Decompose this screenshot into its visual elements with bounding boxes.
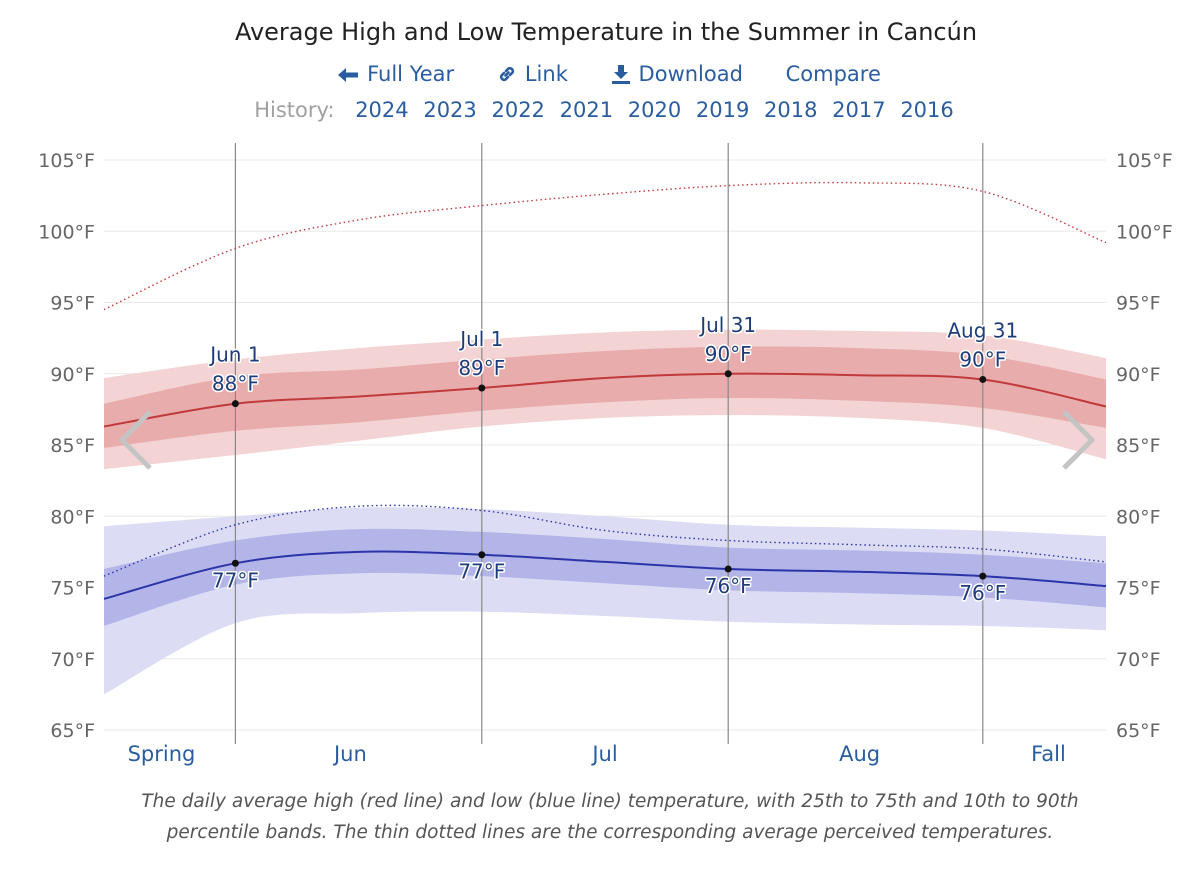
high-date-label-2: Jul 31 <box>698 313 756 337</box>
y-tick-right-95: 95°F <box>1116 293 1161 315</box>
link-icon <box>499 66 514 82</box>
history-year-2018[interactable]: 2018 <box>764 98 818 122</box>
x-label-aug: Aug <box>839 742 880 766</box>
history-year-2024[interactable]: 2024 <box>355 98 409 122</box>
high-marker-0 <box>231 400 239 408</box>
history-label: History: <box>254 98 335 122</box>
high-perceived-line <box>103 181 1107 311</box>
history-year-2022[interactable]: 2022 <box>491 98 545 122</box>
caption-line-1: The daily average high (red line) and lo… <box>141 791 1079 812</box>
low-value-label-2: 76°F <box>705 574 752 598</box>
high-date-label-3: Aug 31 <box>947 318 1018 342</box>
arrow-left-icon <box>338 68 359 82</box>
low-value-label-3: 76°F <box>959 581 1006 605</box>
x-label-fall: Fall <box>1031 742 1066 766</box>
y-tick-left-85: 85°F <box>50 435 95 457</box>
low-value-label-0: 77°F <box>212 568 259 592</box>
chevron-right-icon[interactable] <box>1058 408 1098 472</box>
full-year-label: Full Year <box>367 62 455 86</box>
y-tick-right-80: 80°F <box>1116 506 1161 528</box>
x-label-jun: Jun <box>332 742 367 766</box>
y-tick-right-105: 105°F <box>1116 150 1173 172</box>
high-value-label-0: 88°F <box>212 372 259 396</box>
y-tick-left-75: 75°F <box>50 578 95 600</box>
history-year-2020[interactable]: 2020 <box>627 98 682 122</box>
low-marker-2 <box>724 565 732 573</box>
y-tick-right-90: 90°F <box>1116 364 1161 386</box>
y-tick-left-105: 105°F <box>38 150 95 172</box>
chart-title: Average High and Low Temperature in the … <box>234 18 978 46</box>
low-marker-0 <box>231 559 239 567</box>
link-label: Link <box>524 62 568 86</box>
high-value-label-3: 90°F <box>959 347 1006 371</box>
caption-line-2: percentile bands. The thin dotted lines … <box>166 822 1054 843</box>
high-marker-1 <box>478 384 486 392</box>
chart-caption: The daily average high (red line) and lo… <box>60 786 1160 848</box>
history-bar: History: 2024 2023 2022 2021 2020 2019 2… <box>0 98 1200 122</box>
history-year-2023[interactable]: 2023 <box>423 98 477 122</box>
history-year-2016[interactable]: 2016 <box>900 98 954 122</box>
low-band-10-90 <box>104 507 1106 695</box>
y-tick-right-70: 70°F <box>1116 649 1161 671</box>
y-tick-right-100: 100°F <box>1116 221 1173 243</box>
high-marker-3 <box>979 375 987 383</box>
high-value-label-1: 89°F <box>458 356 505 380</box>
link-button[interactable]: Link <box>497 62 568 86</box>
history-year-2021[interactable]: 2021 <box>559 98 614 122</box>
download-button[interactable]: Download <box>611 62 743 86</box>
chevron-left-icon[interactable] <box>116 408 156 472</box>
y-tick-right-75: 75°F <box>1116 578 1161 600</box>
x-label-jul: Jul <box>590 742 617 766</box>
low-mean-line <box>103 550 1107 600</box>
high-mean-line <box>103 372 1107 428</box>
y-tick-left-65: 65°F <box>50 720 95 742</box>
y-tick-left-100: 100°F <box>38 221 95 243</box>
history-year-2017[interactable]: 2017 <box>832 98 886 122</box>
low-marker-1 <box>478 551 486 559</box>
y-tick-left-95: 95°F <box>50 293 95 315</box>
x-label-spring: Spring <box>128 742 196 766</box>
y-tick-left-70: 70°F <box>50 649 95 671</box>
low-marker-3 <box>979 572 987 580</box>
chart-nav: Full Year Link Download Compare <box>0 62 1200 86</box>
high-date-label-0: Jun 1 <box>208 343 260 367</box>
low-perceived-line <box>103 504 1107 577</box>
compare-label: Compare <box>785 62 881 86</box>
high-value-label-2: 90°F <box>705 342 752 366</box>
y-tick-right-65: 65°F <box>1116 720 1161 742</box>
history-year-2019[interactable]: 2019 <box>695 98 750 122</box>
y-tick-left-90: 90°F <box>50 364 95 386</box>
high-marker-2 <box>724 370 732 378</box>
download-icon <box>611 65 630 84</box>
low-value-label-1: 77°F <box>458 560 505 584</box>
compare-link[interactable]: Compare <box>786 62 881 86</box>
full-year-link[interactable]: Full Year <box>337 62 454 86</box>
y-tick-right-85: 85°F <box>1116 435 1161 457</box>
download-label: Download <box>638 62 743 86</box>
high-date-label-1: Jul 1 <box>458 327 503 351</box>
high-band-25-75 <box>104 346 1106 448</box>
y-tick-left-80: 80°F <box>50 506 95 528</box>
